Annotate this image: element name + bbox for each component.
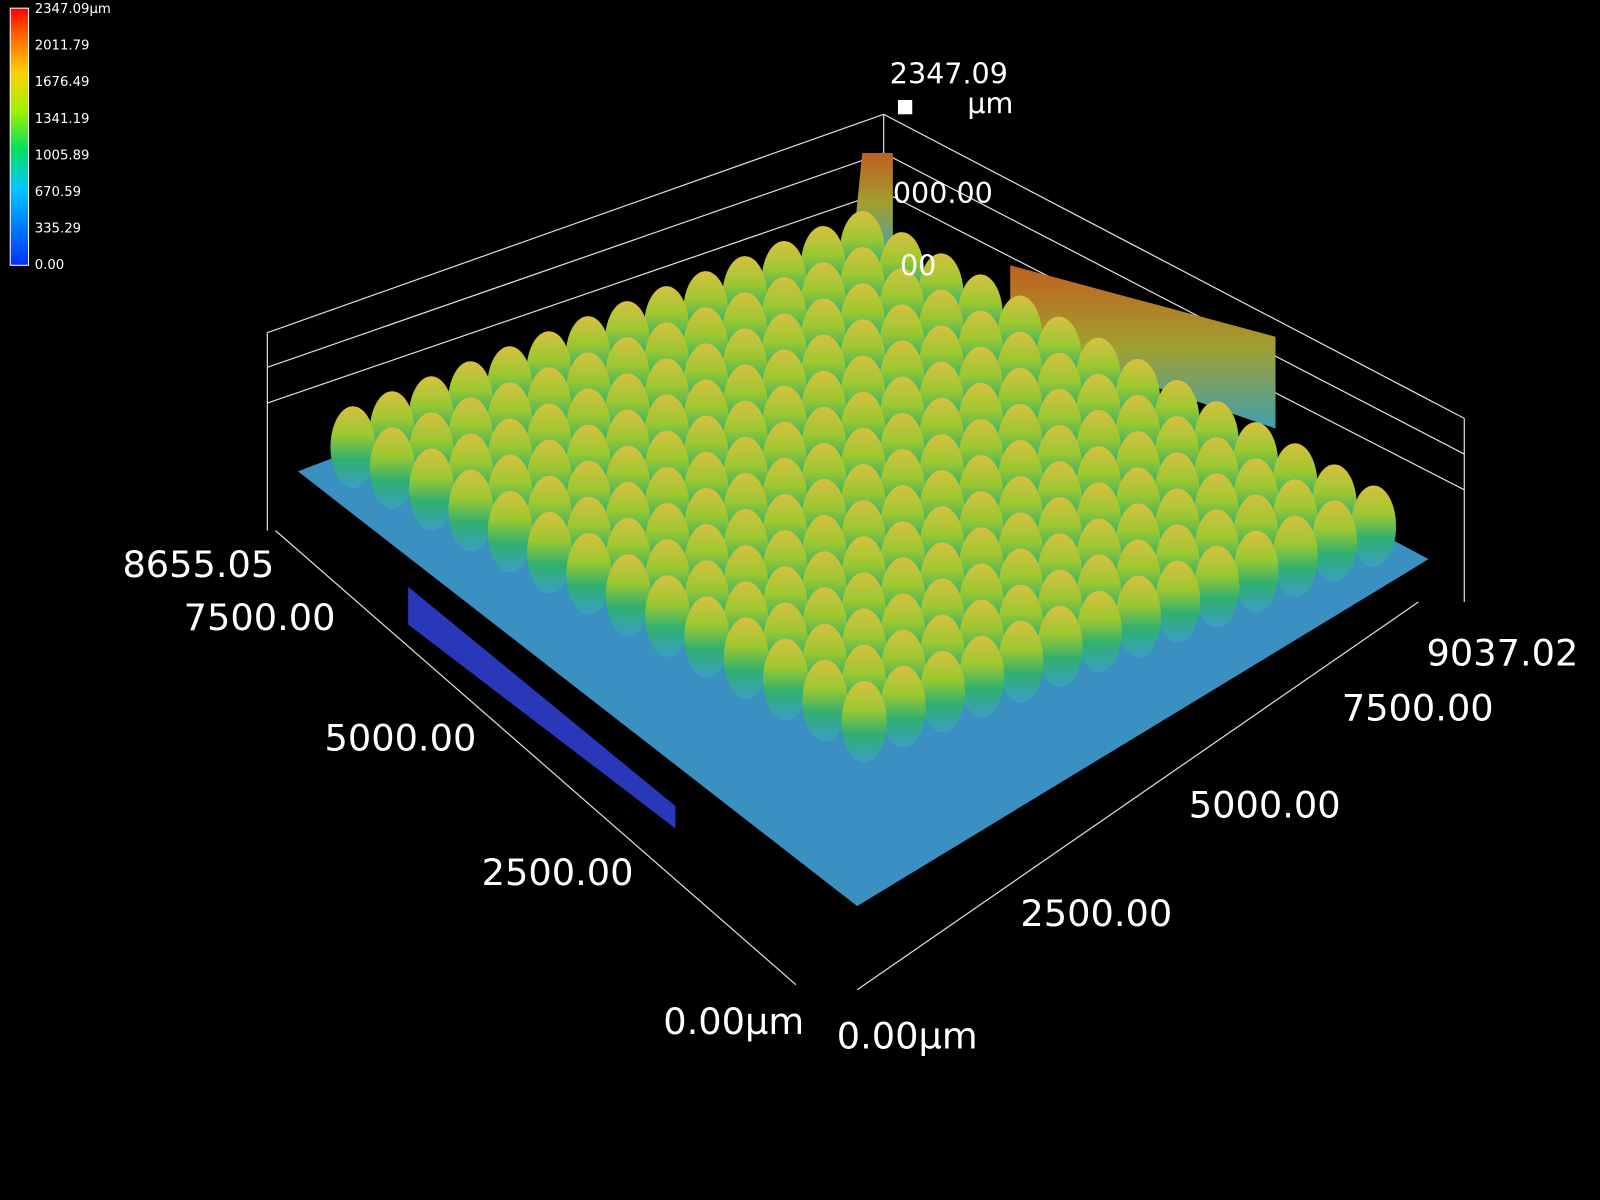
bump [409,448,455,531]
color-scale-label: 0.00 [35,258,65,273]
bump [723,617,769,700]
color-scale-label: 2011.79 [35,39,90,54]
y-tick-label: 5000.00 [324,716,476,759]
bump [1076,590,1122,673]
bump [684,596,730,678]
bump [330,406,376,488]
color-scale [9,7,30,266]
z-unit-label: µm [967,86,1013,120]
bump [920,650,966,733]
z-max-label: 2347.09 [890,57,1008,91]
color-scale-label: 1005.89 [35,148,90,163]
x-tick-label: 7500.00 [1342,687,1494,730]
bump [487,490,533,573]
bump [1116,575,1161,658]
x-tick-label: 2500.00 [1020,892,1172,935]
y-tick-label: 8655.05 [122,543,274,586]
bump-field [330,211,1397,763]
x-tick-label: 5000.00 [1189,784,1341,827]
bump [959,635,1005,718]
edge-strip [408,586,676,829]
axis-box [266,113,1465,991]
bump [998,620,1044,703]
bump [1351,485,1397,568]
x-tick-label: 0.00µm [837,1014,978,1057]
z-marker [897,100,913,115]
y-tick-label: 7500.00 [184,596,336,639]
bump [605,554,651,636]
bump [1037,605,1083,688]
y-tick-label: 2500.00 [482,851,634,894]
bump [802,659,848,742]
bump [369,427,415,510]
bump [1233,530,1279,613]
bump [1155,560,1201,643]
bump [880,665,926,748]
labels: 2347.09µm 2011.79 1676.49 1341.19 1005.89 670… [35,2,1579,1057]
bump [1194,545,1240,628]
z-tick-label: 00 [900,248,936,282]
y-tick-label: 0.00µm [663,1000,804,1043]
bump [1311,500,1357,583]
color-scale-label: 1341.19 [35,112,90,127]
bump [645,575,690,657]
z-tick-label: 000.00 [893,176,993,210]
bump [1272,515,1318,598]
bump [763,638,808,721]
color-scale-label: 670.59 [35,185,81,200]
bump [566,533,612,615]
color-scale-label: 2347.09µm [35,2,111,17]
color-scale-label: 1676.49 [35,75,90,90]
x-tick-label: 9037.02 [1427,632,1579,675]
bump [527,511,573,594]
bump [448,469,494,552]
color-scale-label: 335.29 [35,221,81,236]
back-ridge [1010,265,1276,429]
bump [841,680,887,763]
